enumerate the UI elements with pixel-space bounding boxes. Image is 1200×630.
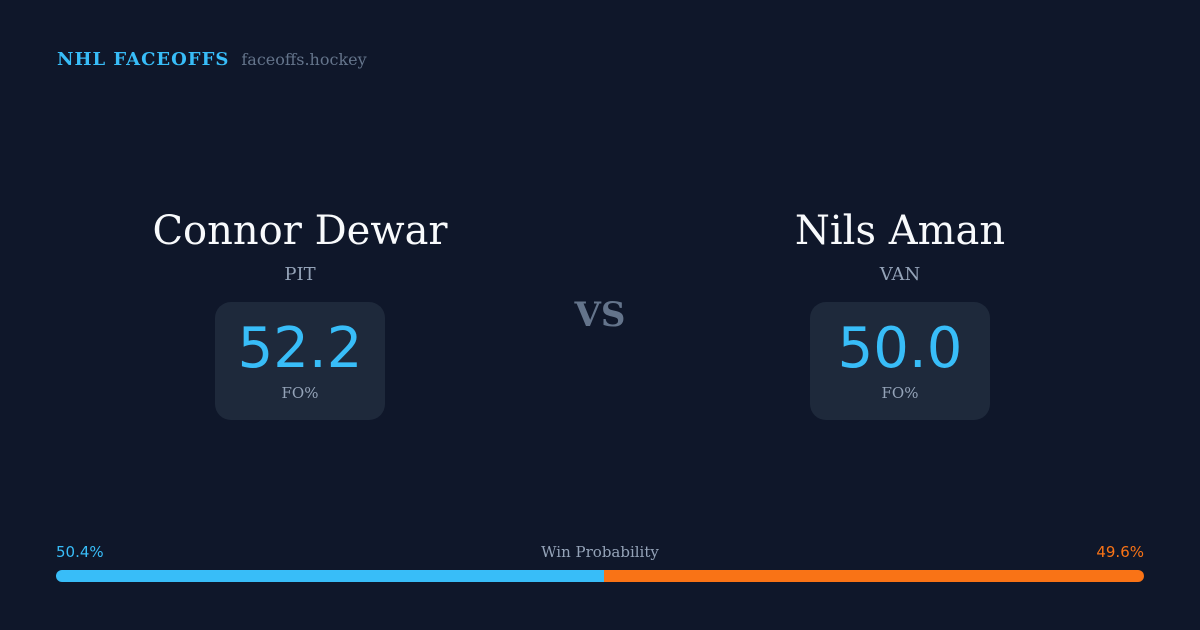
- brand: NHL FACEOFFS faceoffs.hockey: [57, 49, 367, 70]
- fo-value: 52.2: [237, 316, 363, 381]
- player-team: PIT: [284, 264, 316, 285]
- left-probability: 50.4%: [56, 543, 104, 561]
- player-left: Connor Dewar PIT 52.2 FO%: [100, 206, 500, 420]
- right-probability: 49.6%: [1096, 543, 1144, 561]
- fo-stat-card: 50.0 FO%: [810, 302, 990, 420]
- left-probability-fill: [56, 570, 605, 582]
- fo-stat-card: 52.2 FO%: [215, 302, 385, 420]
- player-name: Nils Aman: [794, 208, 1006, 254]
- fo-label: FO%: [881, 384, 919, 402]
- brand-title: NHL FACEOFFS: [57, 49, 230, 70]
- fo-label: FO%: [281, 384, 319, 402]
- fo-value: 50.0: [837, 316, 963, 381]
- win-probability-bar: [56, 570, 1144, 582]
- vs-label: VS: [574, 295, 626, 335]
- win-probability-label: Win Probability: [541, 543, 659, 561]
- player-name: Connor Dewar: [152, 208, 448, 254]
- player-right: Nils Aman VAN 50.0 FO%: [700, 206, 1100, 420]
- right-probability-fill: [604, 570, 1144, 582]
- brand-site: faceoffs.hockey: [241, 50, 367, 69]
- player-team: VAN: [879, 264, 921, 285]
